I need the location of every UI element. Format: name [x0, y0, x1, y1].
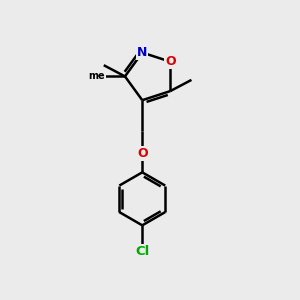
Text: Cl: Cl [135, 245, 149, 258]
Text: me: me [89, 71, 105, 81]
Text: O: O [165, 55, 175, 68]
Text: O: O [137, 147, 148, 160]
Text: N: N [137, 46, 148, 59]
